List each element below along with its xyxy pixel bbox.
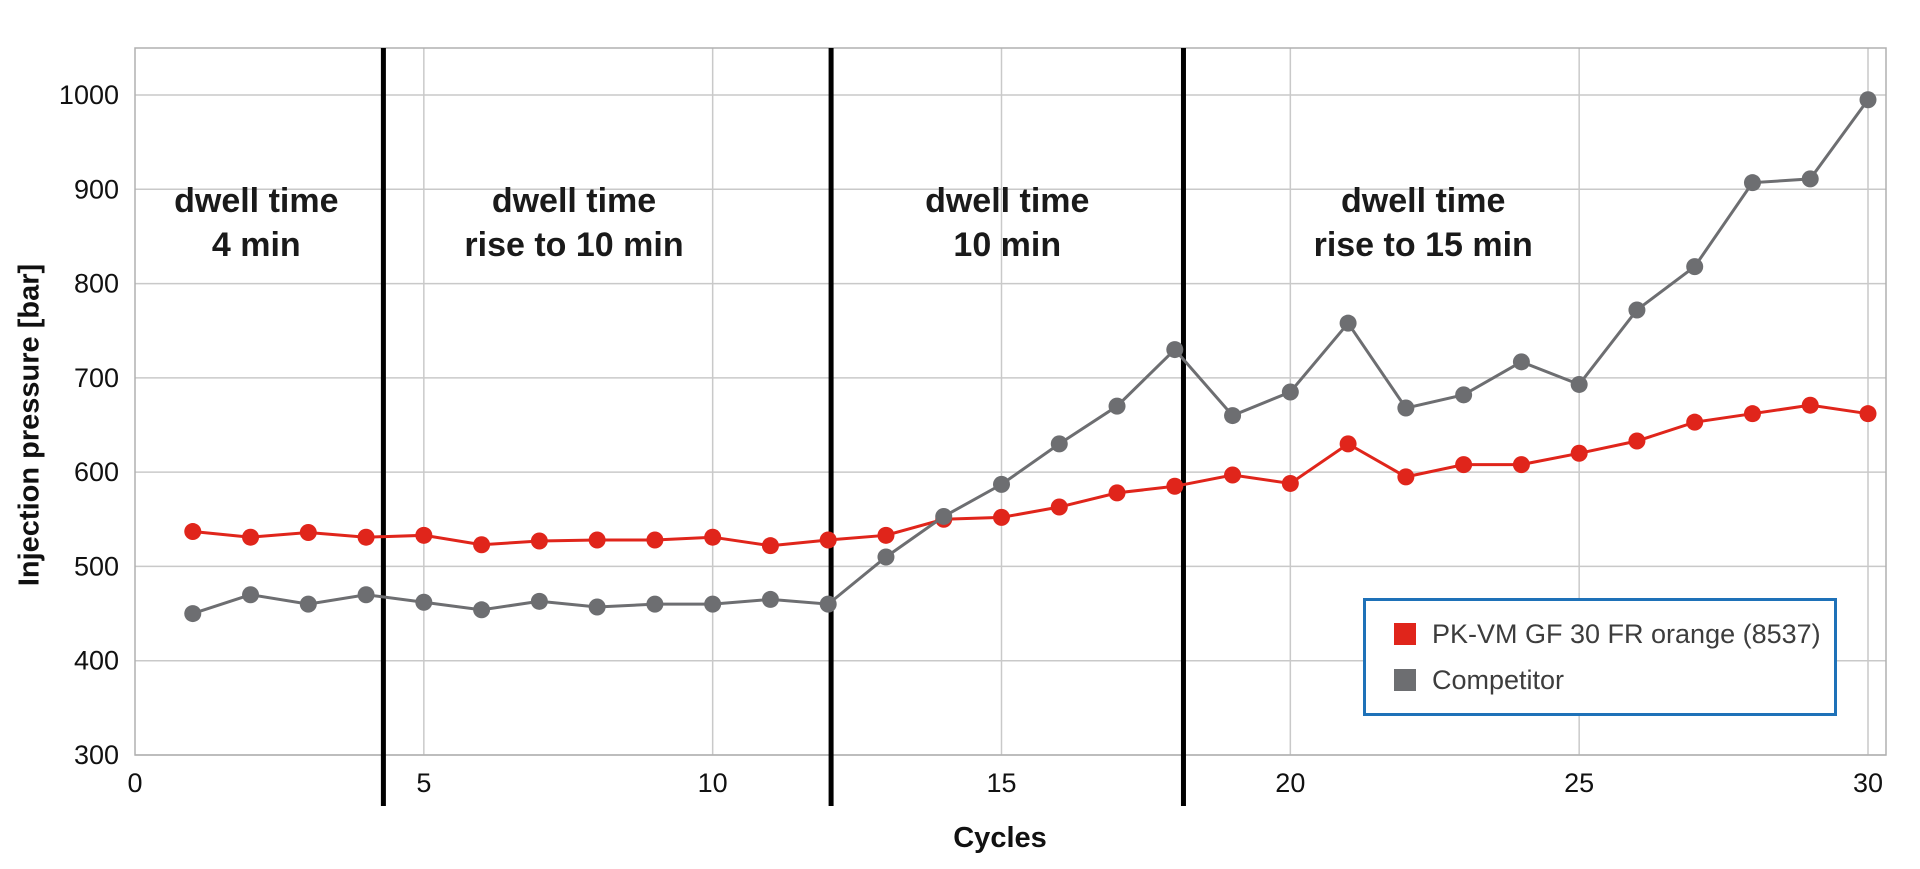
data-point <box>588 598 606 616</box>
data-point <box>299 595 317 613</box>
data-point <box>993 508 1010 526</box>
y-tick-label: 300 <box>74 740 119 770</box>
data-point <box>1166 341 1184 359</box>
data-point <box>761 537 779 555</box>
data-point <box>1224 466 1242 484</box>
x-tick-label: 0 <box>127 768 142 798</box>
chart-legend: PK-VM GF 30 FR orange (8537) Competitor <box>1363 598 1837 716</box>
y-tick-label: 600 <box>74 457 119 487</box>
data-point <box>357 586 375 604</box>
data-point <box>1397 468 1415 486</box>
data-point <box>1801 170 1819 188</box>
legend-label-competitor: Competitor <box>1432 664 1565 695</box>
data-point <box>242 528 260 546</box>
data-point <box>357 528 375 546</box>
data-point <box>299 523 317 541</box>
data-point <box>184 605 202 623</box>
data-point <box>993 475 1010 493</box>
data-point <box>1050 498 1068 516</box>
data-point <box>1512 353 1530 371</box>
data-point <box>877 548 895 566</box>
y-tick-label: 1000 <box>59 80 119 110</box>
y-tick-label: 700 <box>74 363 119 393</box>
data-point <box>184 523 202 541</box>
data-point <box>1628 301 1646 319</box>
data-point <box>1743 174 1761 192</box>
legend-item-competitor: Competitor <box>1394 665 1834 696</box>
data-point <box>1166 477 1184 495</box>
data-point <box>1281 474 1299 492</box>
data-point <box>1281 383 1299 401</box>
data-point <box>1108 484 1126 502</box>
y-tick-label: 500 <box>74 551 119 581</box>
data-point <box>1397 399 1415 417</box>
data-point <box>704 595 722 613</box>
data-point <box>877 526 895 544</box>
data-point <box>1108 397 1126 415</box>
data-point <box>1050 435 1068 453</box>
data-point <box>704 528 722 546</box>
y-tick-label: 400 <box>74 646 119 676</box>
data-point <box>1570 375 1588 393</box>
x-tick-label: 15 <box>986 768 1016 798</box>
data-point <box>819 531 837 549</box>
y-axis-title: Injection pressure [bar] <box>13 263 46 587</box>
data-point <box>588 531 606 549</box>
legend-label-pkvm: PK-VM GF 30 FR orange (8537) <box>1432 618 1821 649</box>
series-line-1 <box>192 98 1870 615</box>
data-point <box>415 593 433 611</box>
data-point <box>819 595 837 613</box>
data-point <box>530 592 548 610</box>
data-point <box>646 531 664 549</box>
x-tick-label: 20 <box>1275 768 1305 798</box>
data-point <box>1859 405 1877 423</box>
data-point <box>1743 405 1761 423</box>
x-tick-label: 10 <box>698 768 728 798</box>
data-point <box>415 526 433 544</box>
data-point <box>1570 444 1588 462</box>
data-point <box>530 532 548 550</box>
data-point <box>1801 396 1819 414</box>
y-tick-label: 900 <box>74 174 119 204</box>
data-point <box>646 595 664 613</box>
data-point <box>1628 432 1646 450</box>
dwell-time-annotation: dwell time 10 min <box>925 182 1089 264</box>
data-point <box>1339 435 1357 453</box>
data-point <box>242 586 260 604</box>
plot-border <box>134 47 1887 756</box>
data-point <box>1686 413 1704 431</box>
data-point <box>1455 456 1473 474</box>
dwell-time-annotation: dwell time rise to 10 min <box>464 182 683 264</box>
data-point <box>1859 91 1877 109</box>
x-axis-title: Cycles <box>953 822 1047 854</box>
data-point <box>1224 407 1242 425</box>
data-point <box>1339 314 1357 332</box>
x-tick-label: 30 <box>1853 768 1883 798</box>
data-point <box>1455 386 1473 404</box>
x-tick-label: 5 <box>416 768 431 798</box>
dwell-time-annotation: dwell time rise to 15 min <box>1314 182 1533 264</box>
data-point <box>473 601 491 619</box>
dwell-time-annotation: dwell time 4 min <box>174 182 338 264</box>
data-point <box>935 507 953 525</box>
y-tick-label: 800 <box>74 269 119 299</box>
data-point <box>1512 456 1530 474</box>
data-point <box>473 536 491 554</box>
pkvm-series-swatch-icon <box>1394 623 1416 645</box>
data-point <box>761 590 779 608</box>
data-point <box>1686 258 1704 276</box>
competitor-series-swatch-icon <box>1394 669 1416 691</box>
x-tick-label: 25 <box>1564 768 1594 798</box>
legend-item-pkvm: PK-VM GF 30 FR orange (8537) <box>1394 619 1834 650</box>
series-line-0 <box>192 403 1869 548</box>
